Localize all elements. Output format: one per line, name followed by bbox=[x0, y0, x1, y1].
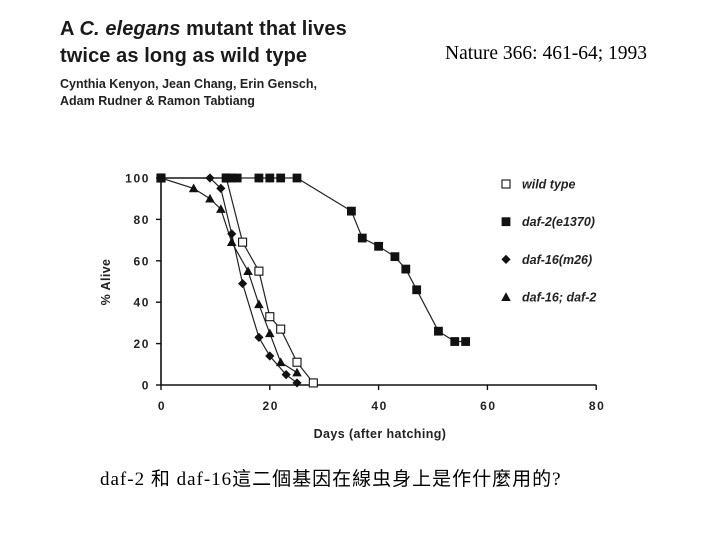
data-point-daf-2-e1370 bbox=[357, 233, 367, 243]
slide-question-caption: daf-2 和 daf-16這二個基因在線虫身上是作什麼用的? bbox=[100, 469, 562, 490]
x-axis-label: Days (after hatching) bbox=[314, 427, 447, 441]
series-line-wild-type bbox=[161, 177, 314, 384]
x-tick-label: 20 bbox=[263, 399, 280, 413]
data-point-daf-2-e1370 bbox=[374, 241, 384, 251]
data-point-daf-16-daf-2 bbox=[188, 183, 199, 193]
data-point-wild-type bbox=[292, 357, 302, 367]
legend-label-daf-16-daf-2: daf-16; daf-2 bbox=[522, 291, 596, 305]
data-point-daf-2-e1370 bbox=[401, 264, 411, 274]
legend-marker-daf-16-m26 bbox=[501, 254, 511, 264]
data-point-daf-2-e1370 bbox=[434, 326, 443, 336]
data-point-daf-2-e1370 bbox=[265, 173, 275, 183]
data-point-wild-type bbox=[265, 312, 275, 322]
y-tick-label: 40 bbox=[133, 296, 150, 310]
data-point-daf-16-m26 bbox=[254, 332, 264, 342]
title-suffix: mutant that lives bbox=[180, 18, 347, 40]
data-point-daf-16-daf-2 bbox=[265, 328, 275, 338]
data-point-daf-16-daf-2 bbox=[156, 173, 166, 182]
data-point-daf-16-daf-2 bbox=[205, 193, 215, 203]
journal-citation: Nature 366: 461-64; 1993 bbox=[445, 43, 648, 64]
data-point-daf-16-daf-2 bbox=[254, 299, 264, 309]
data-point-daf-16-m26 bbox=[216, 183, 226, 193]
x-tick-label: 60 bbox=[480, 399, 497, 413]
data-point-wild-type bbox=[238, 237, 248, 247]
legend-marker-wild-type bbox=[501, 179, 511, 189]
legend-marker-daf-16-daf-2 bbox=[501, 292, 511, 301]
data-point-daf-2-e1370 bbox=[346, 206, 356, 216]
x-tick-label: 40 bbox=[371, 399, 388, 413]
legend-label-daf-2-e1370: daf-2(e1370) bbox=[522, 215, 595, 229]
data-point-daf-16-m26 bbox=[238, 278, 248, 289]
y-tick-label: 20 bbox=[133, 337, 150, 351]
data-point-daf-2-e1370 bbox=[276, 173, 286, 183]
title-line-2: twice as long as wild type bbox=[60, 45, 308, 67]
y-tick-label: 60 bbox=[133, 254, 150, 268]
data-point-wild-type bbox=[254, 266, 264, 276]
data-point-wild-type bbox=[276, 324, 286, 334]
title-species-name: C. elegans bbox=[79, 18, 181, 40]
data-point-daf-16-daf-2 bbox=[292, 367, 302, 377]
x-tick-label: 80 bbox=[589, 399, 606, 413]
data-point-daf-16-m26 bbox=[292, 378, 302, 388]
data-point-daf-16-daf-2 bbox=[275, 357, 286, 367]
data-point-daf-2-e1370 bbox=[412, 285, 422, 295]
legend-label-wild-type: wild type bbox=[522, 178, 576, 192]
article-title: A C. elegans mutant that lives twice as … bbox=[60, 16, 347, 70]
data-point-daf-16-daf-2 bbox=[226, 237, 237, 247]
y-axis-label: % Alive bbox=[99, 259, 113, 306]
survival-chart: 100 80 60 40 20 00 20 40 60 80 Days (after hatchin… bbox=[99, 172, 606, 442]
data-point-daf-2-e1370 bbox=[254, 173, 264, 183]
data-point-daf-2-e1370 bbox=[292, 173, 302, 183]
author-list: Cynthia Kenyon, Jean Chang, Erin Gensch,… bbox=[60, 76, 317, 110]
data-point-daf-16-daf-2 bbox=[243, 266, 253, 275]
data-point-daf-16-m26 bbox=[205, 173, 215, 183]
x-tick-label: 0 bbox=[158, 399, 166, 413]
legend-label-daf-16-m26: daf-16(m26) bbox=[522, 253, 592, 267]
data-point-daf-16-daf-2 bbox=[216, 204, 226, 213]
data-point-wild-type bbox=[308, 378, 318, 388]
y-tick-label: 80 bbox=[133, 213, 150, 227]
y-tick-label: 0 bbox=[142, 379, 150, 393]
y-tick-label: 100 bbox=[125, 172, 150, 186]
title-prefix: A bbox=[60, 18, 80, 40]
title-line-1: A C. elegans mutant that lives bbox=[60, 16, 347, 43]
authors-line-2: Adam Rudner & Ramon Tabtiang bbox=[60, 94, 255, 108]
data-point-daf-2-e1370 bbox=[450, 337, 460, 346]
data-point-daf-2-e1370 bbox=[232, 173, 242, 183]
data-point-daf-2-e1370 bbox=[461, 337, 471, 346]
series-line-daf-16-daf-2 bbox=[160, 177, 298, 374]
legend-marker-daf-2-e1370 bbox=[501, 217, 511, 227]
authors-line-1: Cynthia Kenyon, Jean Chang, Erin Gensch, bbox=[60, 77, 317, 91]
data-point-daf-2-e1370 bbox=[390, 252, 400, 262]
